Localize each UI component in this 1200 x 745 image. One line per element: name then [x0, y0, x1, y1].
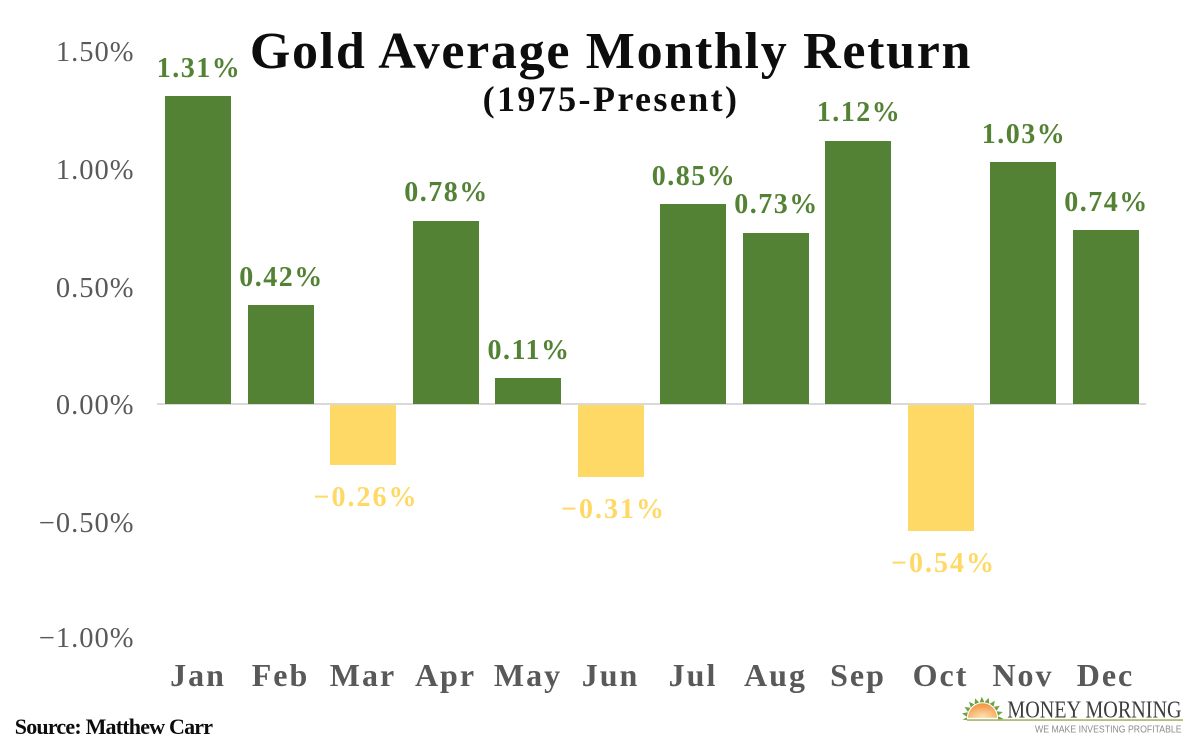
svg-text:WE MAKE INVESTING PROFITABLE: WE MAKE INVESTING PROFITABLE: [1035, 725, 1182, 736]
svg-text:MONEY MORNING: MONEY MORNING: [1007, 698, 1181, 724]
